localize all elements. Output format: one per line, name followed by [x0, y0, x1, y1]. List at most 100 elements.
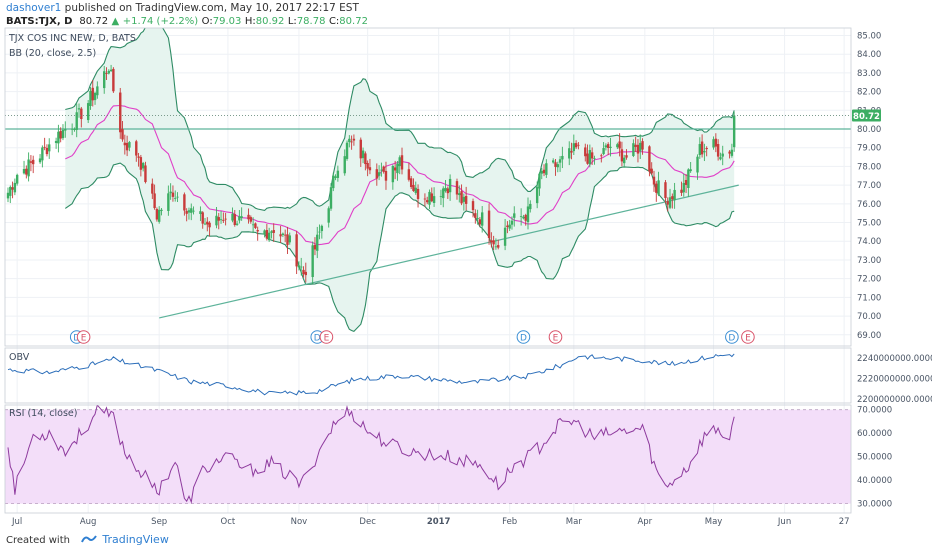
- candle-body: [233, 214, 236, 225]
- candle-body: [155, 209, 159, 220]
- candle: [458, 185, 461, 203]
- candle-body: [524, 214, 527, 221]
- candle: [160, 207, 163, 216]
- earnings-marker-icon[interactable]: E: [76, 330, 91, 344]
- time-axis-tick: 27: [839, 517, 850, 527]
- rsi-axis-tick: 70.0000: [857, 406, 892, 416]
- dividend-marker-icon[interactable]: D: [725, 330, 739, 344]
- candle: [391, 164, 395, 190]
- candle: [666, 197, 669, 212]
- price-pane[interactable]: [5, 19, 851, 333]
- candle-body: [112, 68, 115, 92]
- candle: [15, 173, 19, 186]
- candle-body: [407, 169, 411, 180]
- candle: [478, 217, 482, 227]
- candle-body: [304, 271, 307, 276]
- candle: [430, 187, 433, 203]
- candle: [343, 149, 346, 176]
- price-axis-tick: 71.00: [857, 293, 881, 303]
- candle: [48, 138, 51, 159]
- candle-body: [432, 196, 436, 203]
- author-link[interactable]: dashover1: [6, 2, 62, 14]
- candle: [716, 139, 720, 161]
- candle-body: [584, 147, 587, 157]
- candle: [616, 142, 619, 150]
- candle-body: [458, 193, 461, 196]
- candle-body: [157, 209, 161, 222]
- candle-body: [634, 144, 637, 147]
- candle: [59, 127, 62, 143]
- candle: [352, 134, 356, 146]
- tradingview-logo-icon: [81, 534, 98, 547]
- last-price: 80.72: [79, 16, 109, 27]
- candle-body: [174, 197, 177, 199]
- dividend-marker-icon[interactable]: D: [516, 330, 531, 344]
- candle: [332, 172, 335, 192]
- candle: [476, 209, 479, 225]
- rsi-indicator-label[interactable]: RSI (14, close): [9, 408, 77, 419]
- earnings-marker-icon[interactable]: E: [548, 330, 563, 344]
- candle: [400, 147, 404, 175]
- candle: [570, 142, 573, 160]
- candle: [167, 185, 170, 216]
- candle-body: [412, 184, 415, 191]
- candle: [462, 193, 466, 211]
- earnings-marker-icon[interactable]: E: [741, 330, 755, 344]
- candle-body: [103, 71, 106, 89]
- high-label: H:: [244, 16, 256, 27]
- candle-body: [650, 168, 653, 174]
- price-axis-tick: 83.00: [857, 69, 881, 79]
- candle: [412, 178, 415, 192]
- candle: [217, 212, 220, 230]
- candle-body: [350, 141, 353, 143]
- candle: [719, 152, 722, 161]
- candle-body: [352, 138, 356, 141]
- bb-indicator-label[interactable]: BB (20, close, 2.5): [9, 48, 96, 59]
- candle: [80, 106, 83, 128]
- candle-body: [206, 221, 209, 225]
- candle: [673, 182, 676, 209]
- candle: [77, 103, 81, 118]
- obv-axis-tick: 2220000000.0000: [857, 375, 932, 385]
- candle-body: [439, 196, 443, 198]
- candle: [359, 137, 362, 167]
- candle: [304, 262, 307, 283]
- candle-body: [655, 183, 658, 193]
- candle: [684, 174, 688, 194]
- candle-body: [13, 182, 17, 193]
- candle: [174, 190, 177, 202]
- candle-body: [455, 181, 459, 195]
- candle-body: [684, 180, 688, 185]
- candle-body: [176, 196, 179, 198]
- symbol-name[interactable]: BATS:TJX: [6, 16, 57, 27]
- candle-body: [54, 140, 58, 144]
- tradingview-brand[interactable]: TradingView: [102, 533, 169, 546]
- candle-body: [144, 165, 147, 183]
- candle-body: [267, 232, 271, 241]
- obv-indicator-label[interactable]: OBV: [9, 352, 30, 363]
- candle: [382, 165, 385, 174]
- candle-body: [668, 197, 672, 208]
- candle-body: [416, 188, 420, 199]
- candle: [119, 87, 122, 139]
- candle-body: [641, 141, 644, 150]
- candle-body: [316, 234, 319, 251]
- candle: [54, 137, 58, 149]
- candle-body: [446, 188, 450, 194]
- candle: [375, 163, 379, 186]
- candle-body: [109, 69, 113, 72]
- obv-pane[interactable]: [7, 353, 735, 396]
- candle: [169, 183, 172, 200]
- price-axis-tick: 82.00: [857, 88, 881, 98]
- candle: [93, 91, 97, 105]
- candle: [38, 154, 42, 164]
- earnings-marker-icon[interactable]: E: [319, 330, 334, 344]
- rsi-pane[interactable]: [5, 405, 851, 505]
- marker-label: E: [745, 334, 751, 344]
- candle-body: [320, 225, 324, 232]
- candle: [176, 192, 179, 203]
- candle-body: [270, 231, 273, 233]
- candle: [249, 215, 253, 224]
- candle-body: [203, 223, 207, 225]
